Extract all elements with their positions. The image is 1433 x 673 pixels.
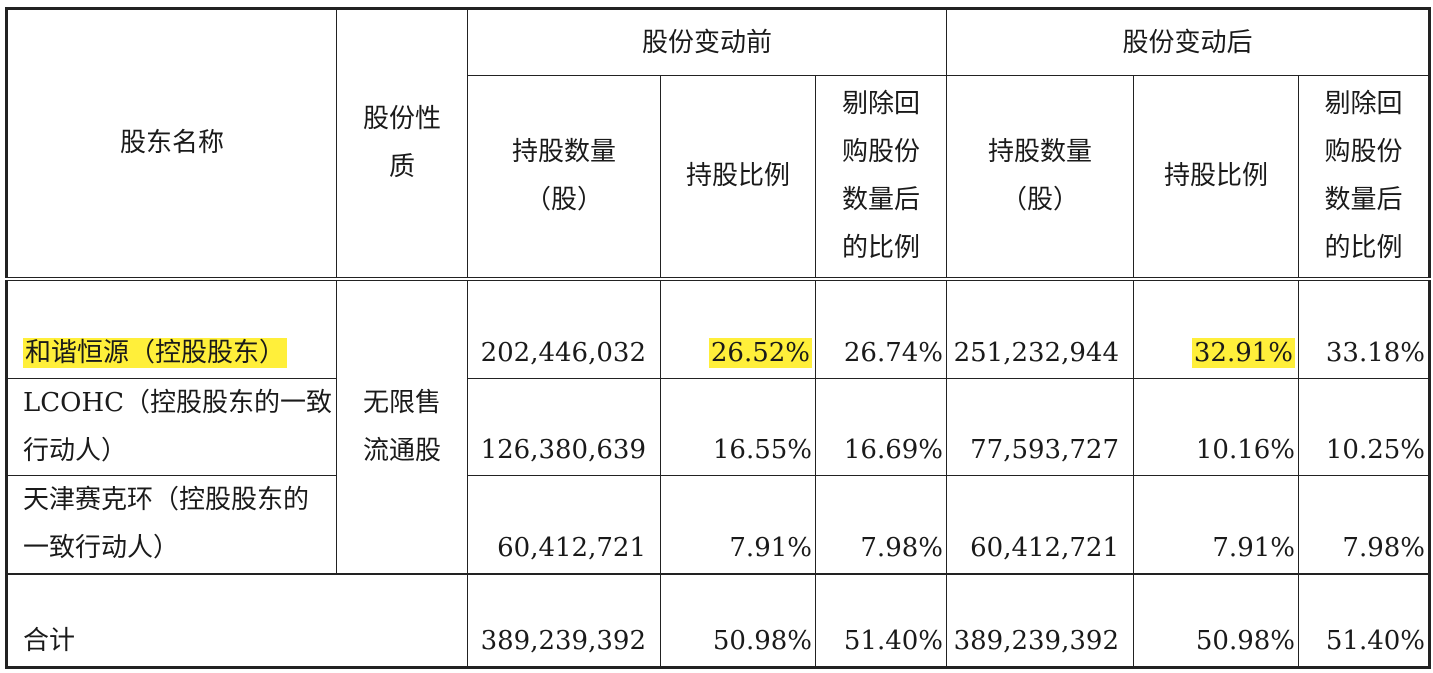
row-3-before-excl-text: 7.98% (860, 532, 943, 563)
table-row: 天津赛克环（控股股东的 一致行动人） 60,412,721 7.91% 7.98… (5, 475, 1432, 574)
header-after-qty-line2: （股） (1000, 185, 1079, 216)
share-nature-merged: 无限售 流通股 (336, 278, 468, 574)
header-group-before: 股份变动前 (467, 7, 947, 76)
row-1-name-text: 和谐恒源（控股股东） (23, 338, 288, 368)
total-after-qty: 389,239,392 (946, 572, 1134, 669)
header-after-ratio-text: 持股比例 (1163, 161, 1268, 192)
header-before-qty-line2: （股） (524, 185, 603, 216)
total-before-ratio: 50.98% (660, 572, 816, 669)
total-after-ratio: 50.98% (1133, 572, 1299, 669)
table-row: LCOHC（控股股东的一致 行动人） 126,380,639 16.55% 16… (5, 378, 1432, 476)
row-3-before-qty: 60,412,721 (467, 475, 661, 574)
header-after-ratio: 持股比例 (1133, 75, 1299, 281)
header-before-ratio-text: 持股比例 (685, 161, 790, 192)
row-1-before-qty: 202,446,032 (467, 278, 661, 379)
row-3-after-excl: 7.98% (1297, 475, 1432, 574)
header-after-qty: 持股数量 （股） (946, 75, 1134, 281)
row-1-before-excl: 26.74% (815, 278, 947, 379)
header-after-excl-line1: 剔除回 (1324, 89, 1403, 120)
header-before-excl: 剔除回 购股份 数量后 的比例 (815, 75, 947, 281)
row-2-before-excl-text: 16.69% (843, 435, 943, 465)
header-before-excl-line4: 的比例 (841, 233, 920, 264)
share-nature-line2: 流通股 (362, 435, 441, 466)
total-row: 合计 389,239,392 50.98% 51.40% 389,239,392… (5, 572, 1432, 669)
shareholding-change-table: 股东名称 股份性 质 股份变动前 股份变动后 持股数量 （股） 持股比例 剔除回… (5, 7, 1432, 669)
row-1-before-ratio: 26.52% (660, 278, 816, 379)
row-1-before-excl-text: 26.74% (843, 338, 943, 368)
header-shareholder-name-text: 股东名称 (119, 128, 224, 159)
row-1-after-ratio-text: 32.91% (1191, 338, 1295, 368)
row-3-before-ratio-text: 7.91% (729, 532, 812, 563)
total-after-excl-text: 51.40% (1325, 626, 1426, 656)
header-share-nature-line2: 质 (388, 152, 415, 183)
header-group-before-text: 股份变动前 (641, 27, 772, 58)
share-nature-line1: 无限售 (362, 387, 441, 418)
header-row-2: 持股数量 （股） 持股比例 剔除回 购股份 数量后 的比例 持股数量 （股） 持… (7, 75, 1432, 281)
row-2-after-excl: 10.25% (1297, 378, 1432, 476)
row-2-name-line1: LCOHC（控股股东的一致 (23, 388, 333, 418)
header-share-nature-line1: 股份性 (362, 104, 441, 135)
table-row: 和谐恒源（控股股东） 无限售 流通股 202,446,032 26.52% 26… (5, 278, 1432, 574)
total-before-ratio-text: 50.98% (712, 626, 812, 656)
row-3-after-qty-text: 60,412,721 (970, 532, 1119, 563)
header-before-excl-line3: 数量后 (841, 185, 920, 216)
total-after-excl: 51.40% (1297, 572, 1432, 669)
header-after-excl-line2: 购股份 (1324, 137, 1403, 168)
row-3-after-qty: 60,412,721 (946, 475, 1134, 574)
row-2-before-ratio: 16.55% (660, 378, 816, 476)
row-3-name: 天津赛克环（控股股东的 一致行动人） (5, 475, 337, 574)
row-2-after-ratio-text: 10.16% (1195, 435, 1295, 465)
total-before-excl-text: 51.40% (843, 626, 943, 656)
row-2-after-qty: 77,593,727 (946, 378, 1134, 476)
row-1-after-excl: 33.18% (1297, 278, 1432, 379)
row-2-before-qty-text: 126,380,639 (480, 435, 646, 465)
row-1-before-qty-text: 202,446,032 (480, 338, 646, 368)
row-2-before-excl: 16.69% (815, 378, 947, 476)
row-2-name-line2: 行动人） (23, 436, 128, 466)
total-before-qty: 389,239,392 (467, 572, 661, 669)
row-2-before-ratio-text: 16.55% (712, 435, 812, 465)
row-1-after-ratio: 32.91% (1133, 278, 1299, 379)
total-label: 合计 (5, 572, 468, 669)
total-after-qty-text: 389,239,392 (953, 626, 1119, 656)
header-before-excl-line2: 购股份 (841, 137, 920, 168)
row-1-after-qty: 251,232,944 (946, 278, 1134, 379)
header-before-qty-line1: 持股数量 (511, 137, 616, 168)
header-group-after-text: 股份变动后 (1122, 27, 1253, 58)
row-3-before-ratio: 7.91% (660, 475, 816, 574)
row-3-after-excl-text: 7.98% (1342, 532, 1426, 563)
row-2-before-qty: 126,380,639 (467, 378, 661, 476)
header-after-excl: 剔除回 购股份 数量后 的比例 (1297, 75, 1432, 281)
row-3-before-excl: 7.98% (815, 475, 947, 574)
row-3-name-line2: 一致行动人） (23, 533, 180, 564)
row-3-name-line1: 天津赛克环（控股股东的 (23, 485, 310, 516)
total-before-excl: 51.40% (815, 572, 947, 669)
row-2-after-qty-text: 77,593,727 (970, 435, 1119, 465)
row-2-after-ratio: 10.16% (1133, 378, 1299, 476)
header-row-1: 股东名称 股份性 质 股份变动前 股份变动后 (5, 7, 1432, 281)
row-3-before-qty-text: 60,412,721 (497, 532, 646, 563)
header-before-excl-line1: 剔除回 (841, 89, 920, 120)
row-1-before-ratio-text: 26.52% (708, 338, 812, 368)
row-2-after-excl-text: 10.25% (1325, 435, 1426, 465)
row-1-name: 和谐恒源（控股股东） (5, 278, 337, 379)
header-after-qty-line1: 持股数量 (987, 137, 1092, 168)
total-after-ratio-text: 50.98% (1195, 626, 1295, 656)
row-3-after-ratio: 7.91% (1133, 475, 1299, 574)
header-before-ratio: 持股比例 (660, 75, 816, 281)
row-1-after-excl-text: 33.18% (1325, 338, 1426, 368)
row-1-after-qty-text: 251,232,944 (953, 338, 1119, 368)
header-before-qty: 持股数量 （股） (467, 75, 661, 281)
row-3-after-ratio-text: 7.91% (1212, 532, 1295, 563)
total-label-text: 合计 (23, 626, 76, 656)
header-share-nature: 股份性 质 (336, 7, 468, 281)
header-after-excl-line4: 的比例 (1324, 233, 1403, 264)
header-after-excl-line3: 数量后 (1324, 185, 1403, 216)
header-shareholder-name: 股东名称 (5, 7, 337, 281)
header-group-after: 股份变动后 (945, 7, 1432, 76)
total-before-qty-text: 389,239,392 (480, 626, 646, 656)
row-2-name: LCOHC（控股股东的一致 行动人） (5, 378, 337, 476)
